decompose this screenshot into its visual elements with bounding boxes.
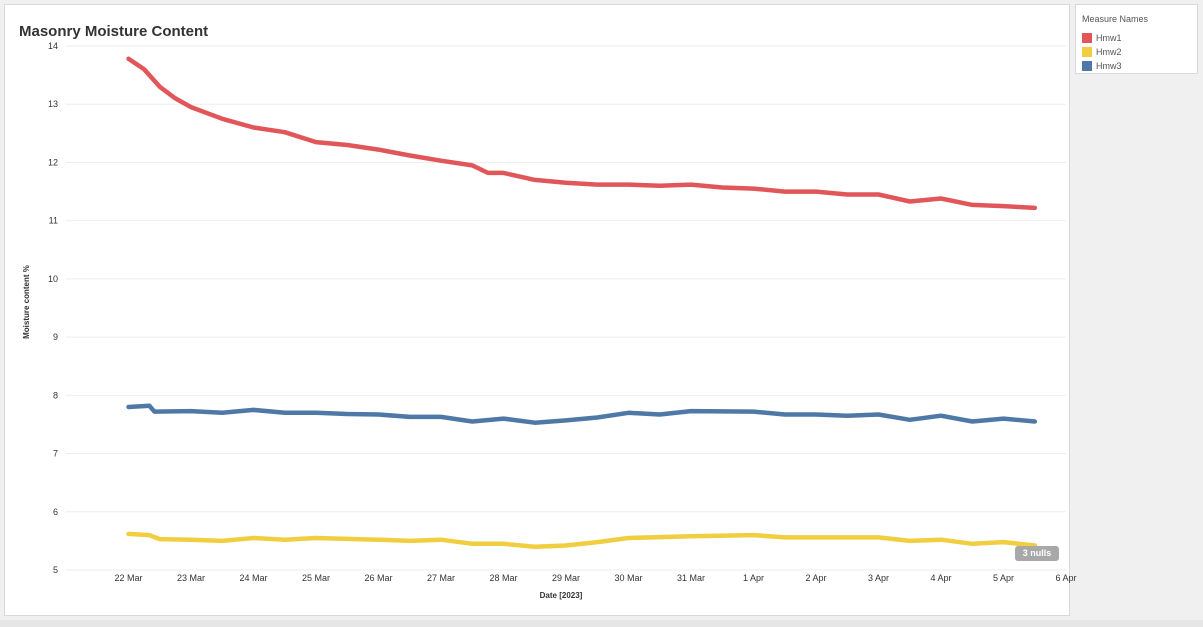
y-tick-label: 5 — [53, 565, 58, 575]
bottom-scroll-strip — [0, 620, 1203, 627]
legend-item-hmw3[interactable]: Hmw3 — [1082, 60, 1122, 72]
y-tick-label: 14 — [48, 41, 58, 51]
x-tick-label: 26 Mar — [364, 573, 392, 583]
legend-item-hmw1[interactable]: Hmw1 — [1082, 32, 1122, 44]
nulls-badge[interactable]: 3 nulls — [1015, 546, 1059, 561]
legend-label: Hmw1 — [1096, 33, 1122, 43]
x-tick-label: 28 Mar — [489, 573, 517, 583]
x-tick-label: 4 Apr — [930, 573, 951, 583]
x-tick-label: 25 Mar — [302, 573, 330, 583]
x-tick-label: 2 Apr — [805, 573, 826, 583]
legend-panel: Measure Names Hmw1 Hmw2 Hmw3 — [1075, 4, 1198, 74]
x-tick-label: 23 Mar — [177, 573, 205, 583]
legend-label: Hmw2 — [1096, 47, 1122, 57]
chart-title: Masonry Moisture Content — [19, 23, 209, 40]
y-tick-label: 7 — [53, 449, 58, 459]
y-tick-label: 10 — [48, 274, 58, 284]
chart-panel: Masonry Moisture Content — [4, 4, 1070, 616]
x-tick-label: 22 Mar — [114, 573, 142, 583]
x-tick-label: 30 Mar — [614, 573, 642, 583]
x-tick-label: 27 Mar — [427, 573, 455, 583]
y-tick-label: 13 — [48, 99, 58, 109]
y-tick-label: 6 — [53, 507, 58, 517]
legend-item-hmw2[interactable]: Hmw2 — [1082, 46, 1122, 58]
legend-swatch-hmw1 — [1082, 33, 1092, 43]
legend-swatch-hmw2 — [1082, 47, 1092, 57]
y-tick-label: 9 — [53, 332, 58, 342]
y-axis-title: Moisture content % — [22, 265, 31, 339]
x-tick-label: 31 Mar — [677, 573, 705, 583]
y-tick-label: 11 — [49, 216, 58, 226]
y-tick-label: 12 — [48, 157, 58, 167]
x-tick-label: 6 Apr — [1055, 573, 1076, 583]
series-line-hmw2 — [126, 531, 1038, 549]
x-tick-label: 5 Apr — [993, 573, 1014, 583]
legend-label: Hmw3 — [1096, 61, 1122, 71]
y-tick-label: 8 — [53, 390, 58, 400]
series-line-hmw3 — [126, 403, 1038, 425]
legend-title: Measure Names — [1082, 14, 1149, 24]
x-tick-label: 24 Mar — [239, 573, 267, 583]
x-axis-title: Date [2023] — [540, 591, 583, 600]
x-tick-label: 1 Apr — [743, 573, 764, 583]
legend-swatch-hmw3 — [1082, 61, 1092, 71]
x-tick-label: 29 Mar — [552, 573, 580, 583]
x-tick-label: 3 Apr — [868, 573, 889, 583]
series-line-hmw1 — [126, 56, 1038, 211]
